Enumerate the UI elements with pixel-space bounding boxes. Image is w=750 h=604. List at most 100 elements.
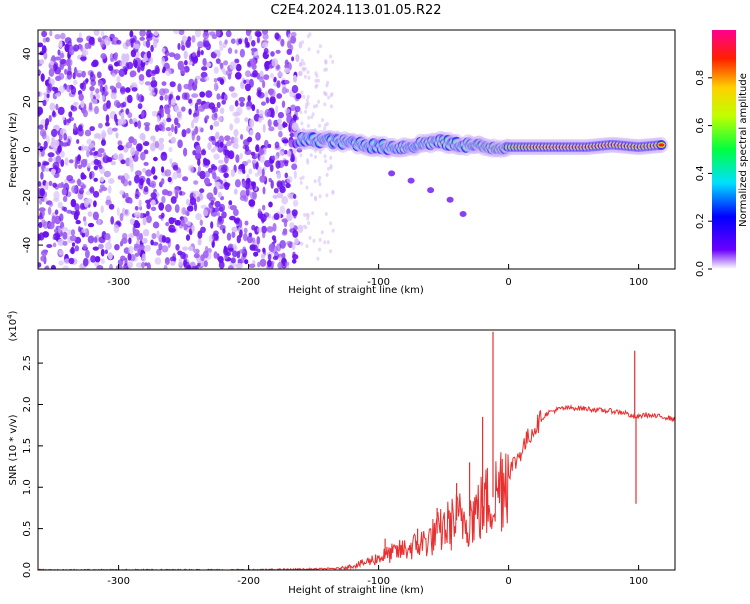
noise-speck <box>55 103 59 111</box>
noise-speck <box>235 262 243 269</box>
noise-speck <box>87 211 93 217</box>
noise-speck <box>61 188 67 196</box>
noise-speck <box>41 249 48 257</box>
noise-speck <box>202 58 207 66</box>
x-tick-label: -200 <box>237 576 260 587</box>
snr-plot-area <box>38 331 675 570</box>
noise-speck <box>54 66 62 75</box>
noise-speck <box>314 78 318 83</box>
noise-speck <box>290 31 297 38</box>
noise-speck <box>92 246 99 251</box>
noise-speck <box>40 171 44 180</box>
noise-speck <box>140 110 145 119</box>
noise-speck <box>311 112 315 117</box>
noise-speck <box>91 61 98 68</box>
noise-speck <box>59 213 64 222</box>
noise-speck <box>329 249 333 254</box>
noise-speck <box>52 197 60 202</box>
noise-speck <box>306 95 310 99</box>
noise-speck <box>304 105 308 110</box>
noise-speck <box>177 123 181 128</box>
snr-x-ticks: -300 -200 -100 0 100 <box>107 565 648 587</box>
noise-speck <box>205 90 213 98</box>
noise-speck <box>122 66 127 73</box>
noise-speck <box>85 190 92 196</box>
noise-speck <box>305 98 309 103</box>
noise-speck <box>300 241 304 246</box>
noise-speck <box>282 139 289 144</box>
noise-speck <box>232 250 238 258</box>
noise-speck <box>90 71 94 78</box>
noise-speck <box>64 43 70 53</box>
y-tick-label: -20 <box>22 189 33 205</box>
noise-speck <box>186 127 191 134</box>
noise-speck <box>199 170 206 180</box>
noise-speck <box>233 208 239 217</box>
noise-speck <box>152 40 158 49</box>
noise-speck <box>142 167 147 173</box>
noise-speck <box>291 37 296 44</box>
noise-speck <box>252 70 258 78</box>
noise-speck <box>89 171 93 180</box>
noise-speck <box>233 188 238 195</box>
noise-speck <box>87 222 95 228</box>
noise-speck <box>248 168 253 175</box>
noise-speck <box>113 99 120 108</box>
noise-speck <box>294 237 299 245</box>
noise-speck <box>109 85 115 90</box>
noise-speck <box>133 43 140 49</box>
noise-speck <box>172 171 178 180</box>
noise-speck <box>117 259 124 266</box>
noise-speck <box>305 212 309 217</box>
noise-speck <box>88 36 95 46</box>
noise-speck <box>61 116 66 121</box>
noise-speck <box>100 40 106 48</box>
noise-speck <box>159 95 164 101</box>
noise-speck <box>273 188 279 194</box>
noise-speck <box>275 49 281 54</box>
noise-speck <box>68 111 73 118</box>
noise-speck <box>110 216 115 225</box>
noise-speck <box>261 225 267 234</box>
noise-speck <box>208 102 216 110</box>
noise-speck <box>233 137 238 143</box>
noise-speck <box>109 263 113 269</box>
noise-speck <box>164 50 170 57</box>
noise-speck <box>168 217 175 225</box>
noise-speck <box>289 228 296 233</box>
noise-speck <box>62 231 68 240</box>
y-tick-label: 2.5 <box>22 355 33 371</box>
noise-speck <box>38 124 44 130</box>
noise-speck <box>55 92 61 98</box>
noise-speck <box>124 209 128 215</box>
noise-speck <box>282 121 286 129</box>
noise-speck <box>72 72 76 80</box>
noise-speck <box>129 70 137 77</box>
noise-speck <box>323 240 327 245</box>
noise-speck <box>197 230 203 239</box>
noise-speck <box>98 236 106 244</box>
noise-speck <box>203 40 210 48</box>
noise-speck <box>128 233 135 239</box>
noise-speck <box>242 169 246 174</box>
noise-speck <box>161 47 166 54</box>
noise-speck <box>291 258 297 264</box>
noise-speck <box>97 79 104 87</box>
noise-speck <box>257 166 263 174</box>
noise-speck <box>142 217 147 226</box>
noise-speck <box>54 139 60 147</box>
noise-speck <box>298 41 303 49</box>
noise-speck <box>229 205 237 211</box>
noise-speck <box>286 208 291 215</box>
noise-speck <box>135 222 141 228</box>
noise-speck <box>90 91 94 100</box>
noise-speck <box>201 66 208 71</box>
noise-speck <box>323 154 327 159</box>
noise-speck <box>164 257 170 265</box>
noise-speck <box>193 248 200 254</box>
noise-speck <box>137 248 141 255</box>
noise-speck <box>96 265 104 269</box>
noise-speck <box>219 107 225 114</box>
noise-speck <box>52 147 57 152</box>
noise-speck <box>175 191 179 199</box>
